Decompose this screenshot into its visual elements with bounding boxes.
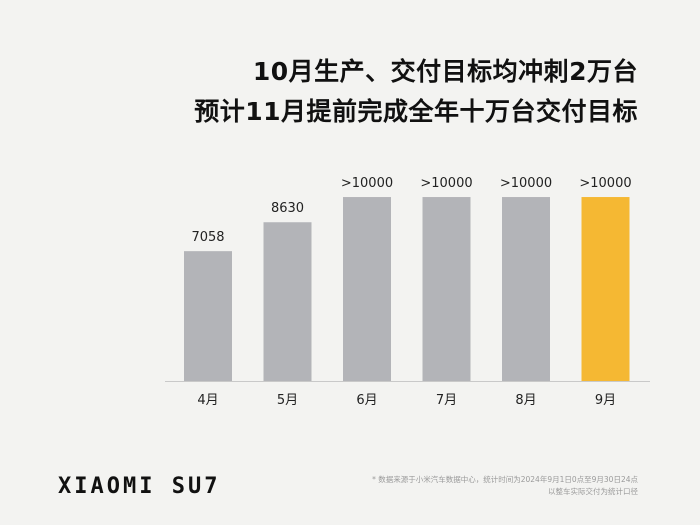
data-label-6: >10000 — [579, 176, 631, 191]
x-tick-label-4: 7月 — [436, 393, 457, 408]
data-label-2: 8630 — [271, 201, 304, 216]
headline-line-1: 10月生产、交付目标均冲刺2万台 — [252, 57, 638, 86]
data-label-4: >10000 — [420, 176, 472, 191]
bar-4 — [422, 197, 471, 381]
data-label-3: >10000 — [341, 176, 393, 191]
bar-3 — [343, 197, 391, 381]
data-label-5: >10000 — [500, 176, 552, 191]
x-tick-label-6: 9月 — [595, 393, 616, 408]
footnote-line-2: 以整车实际交付为统计口径 — [548, 487, 638, 496]
headline: 10月生产、交付目标均冲刺2万台 预计11月提前完成全年十万台交付目标 — [194, 52, 638, 132]
x-tick-label-2: 5月 — [277, 393, 298, 408]
x-tick-label-3: 6月 — [356, 393, 377, 408]
bar-6 — [581, 197, 630, 381]
bar-1 — [184, 251, 232, 381]
headline-line-2: 预计11月提前完成全年十万台交付目标 — [194, 97, 638, 126]
x-tick-label-5: 8月 — [515, 393, 536, 408]
data-label-1: 7058 — [191, 230, 224, 245]
brand-logo: XIAOMI SU7 — [58, 474, 221, 499]
footnote-line-1: * 数据来源于小米汽车数据中心，统计时间为2024年9月1日0点至9月30日24… — [372, 475, 638, 484]
bar-2 — [263, 222, 312, 381]
bar-5 — [502, 197, 550, 381]
footnote: * 数据来源于小米汽车数据中心，统计时间为2024年9月1日0点至9月30日24… — [372, 474, 638, 498]
x-tick-label-1: 4月 — [197, 393, 218, 408]
